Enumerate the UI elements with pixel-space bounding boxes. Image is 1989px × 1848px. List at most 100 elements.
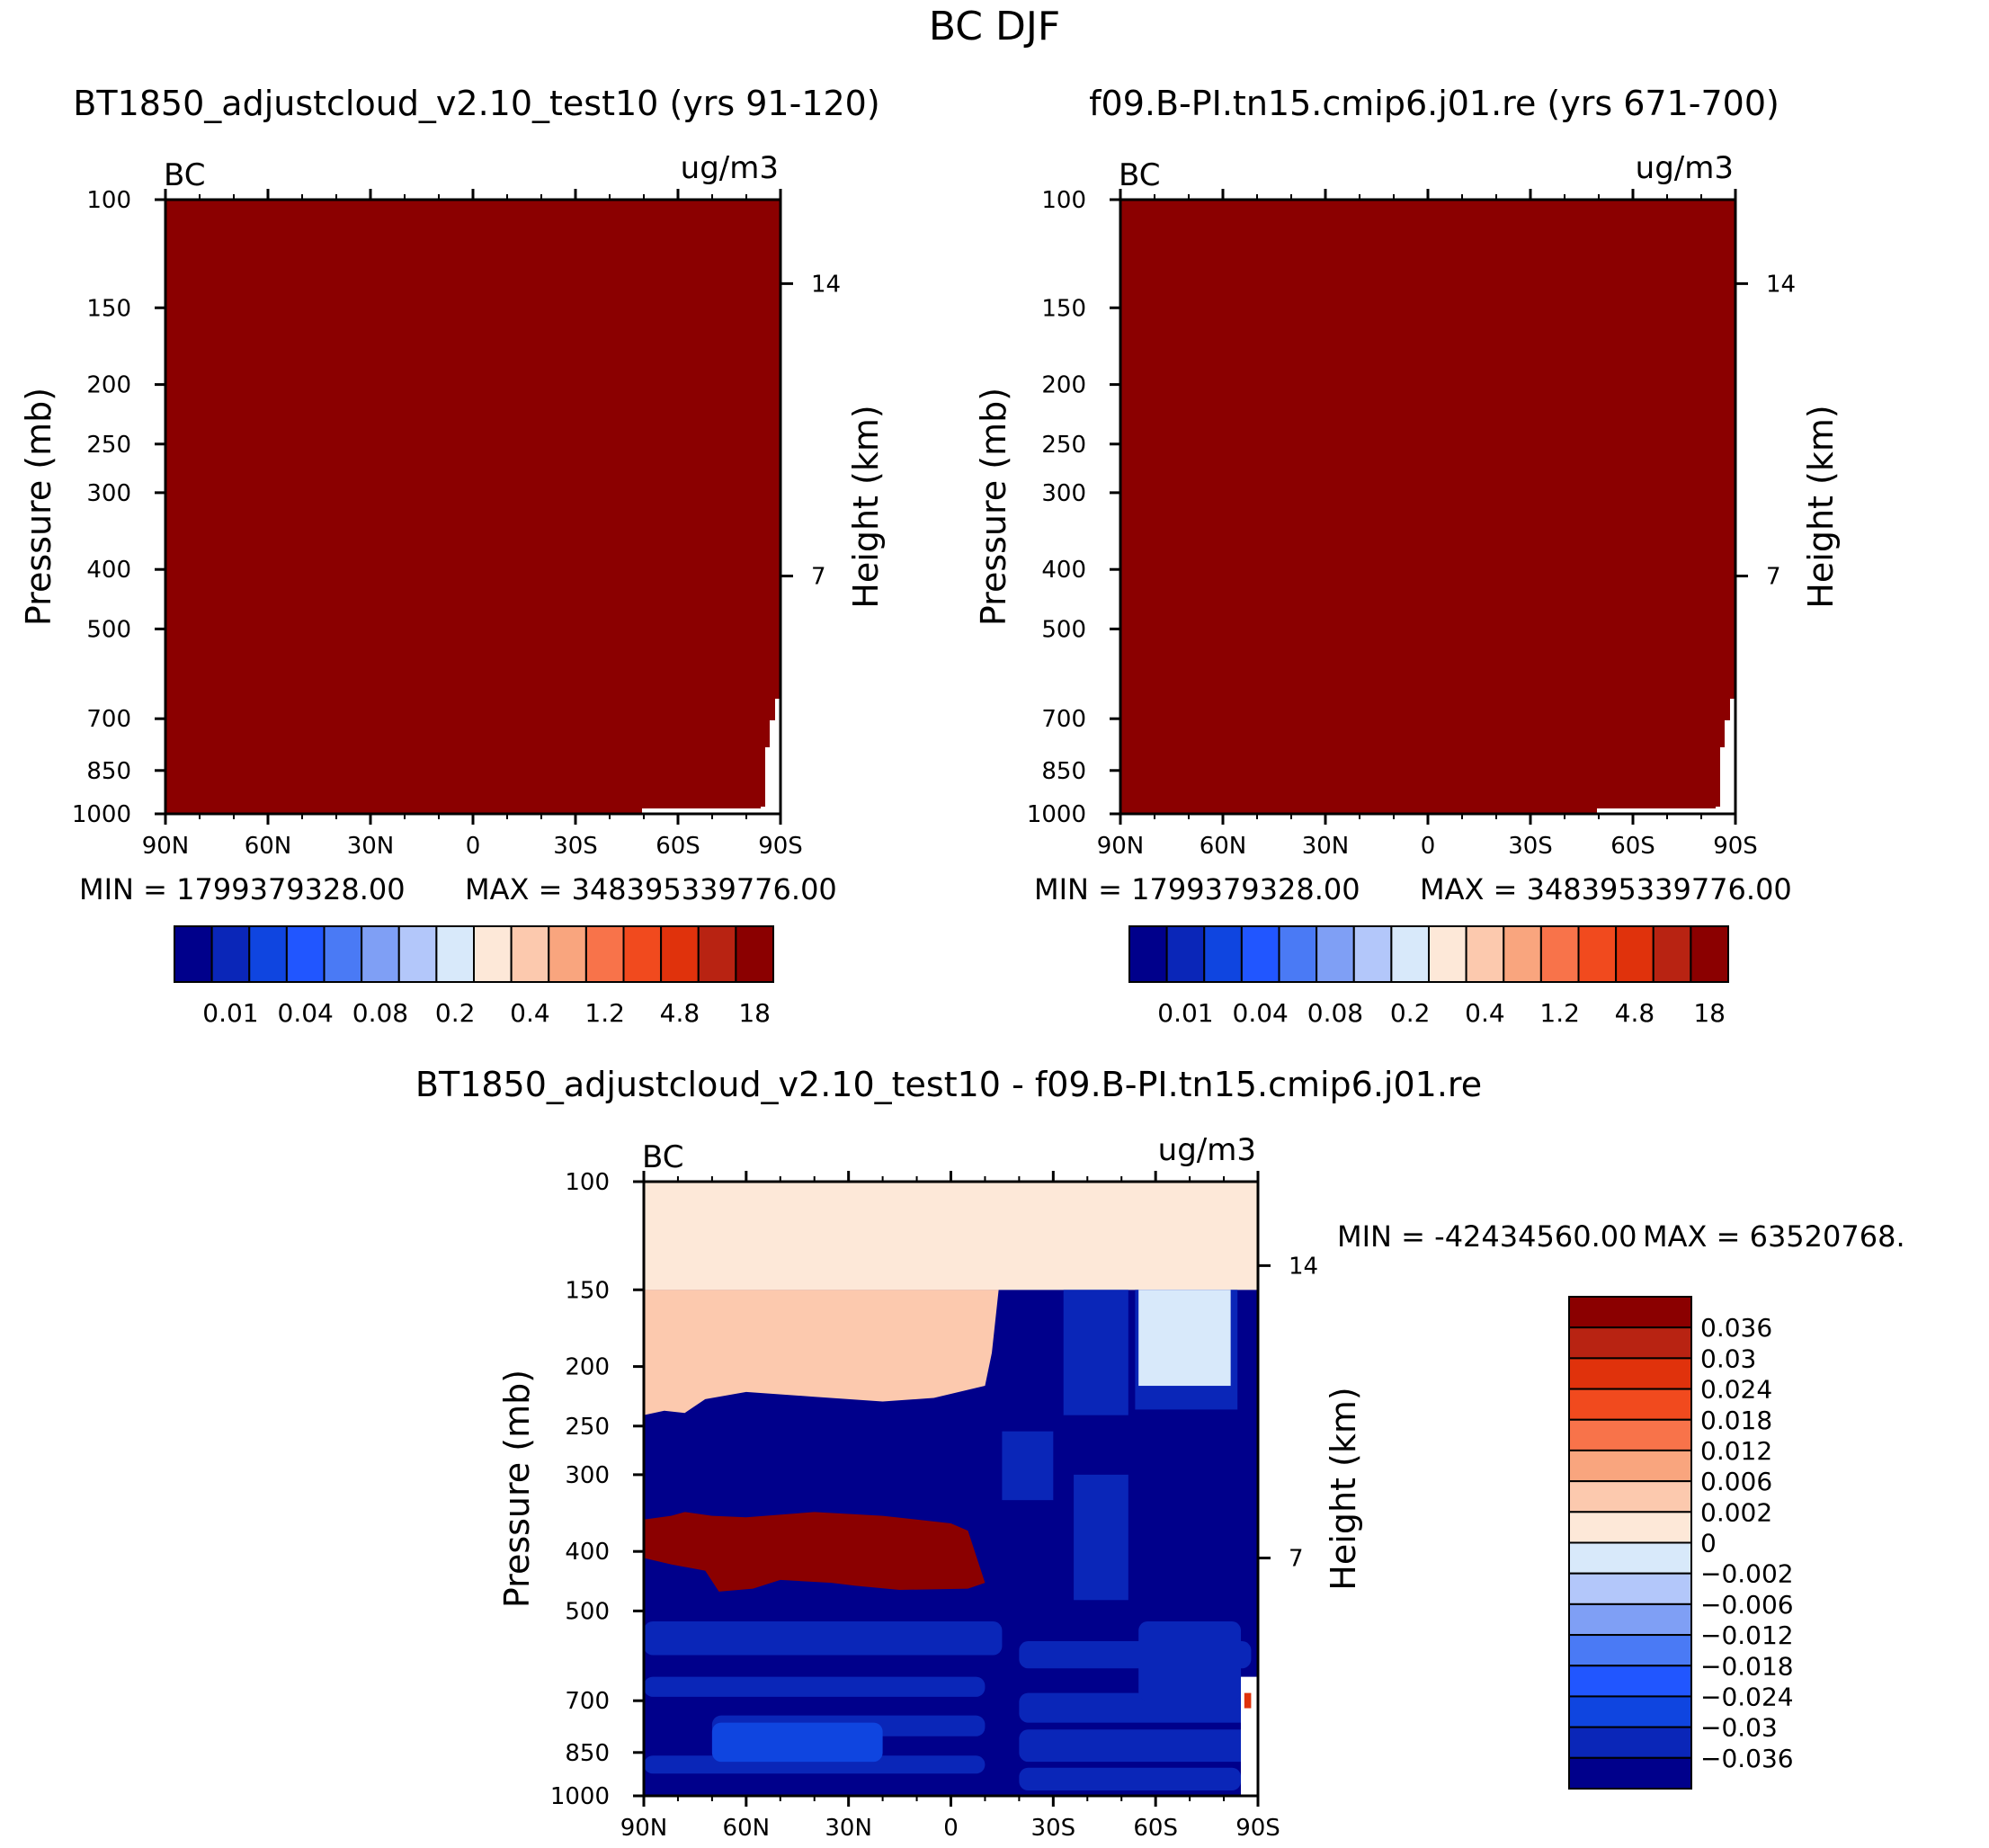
- difference-negative-region: [1138, 1621, 1242, 1701]
- x-tick-label: 30S: [1031, 1815, 1076, 1842]
- y-tick-label: 850: [86, 758, 131, 785]
- y-tick-label: 100: [86, 187, 131, 214]
- y-tick-label: 700: [86, 706, 131, 733]
- colorbar-label: −0.036: [1700, 1744, 1794, 1773]
- x-tick-label: 60N: [723, 1815, 771, 1842]
- colorbar-box: [1278, 925, 1318, 983]
- difference-negative-region: [1002, 1431, 1054, 1501]
- colorbar-label: 0.2: [1390, 998, 1431, 1028]
- y-tick-label: 300: [1041, 480, 1086, 507]
- max-label: MAX = 348395339776.00: [465, 872, 837, 906]
- colorbar-box: [1390, 925, 1430, 983]
- panel-title: BT1850_adjustcloud_v2.10_test10 (yrs 91-…: [73, 84, 879, 123]
- colorbar-label: 18: [1693, 998, 1726, 1028]
- colorbar-label: 0.01: [202, 998, 258, 1028]
- y-tick-label: 100: [565, 1169, 610, 1196]
- colorbar-label: 0.024: [1700, 1375, 1772, 1405]
- colorbar-label: 4.8: [660, 998, 700, 1028]
- colorbar-box: [735, 925, 774, 983]
- colorbar-label: 0.01: [1157, 998, 1213, 1028]
- y-tick-label: 200: [565, 1354, 610, 1381]
- colorbar-box: [1568, 1326, 1692, 1360]
- difference-negative-region: [1074, 1474, 1128, 1601]
- colorbar-box: [1352, 925, 1393, 983]
- x-tick-label: 60N: [245, 833, 292, 860]
- colorbar-label: −0.018: [1700, 1651, 1794, 1681]
- y-tick-label: 150: [1041, 295, 1086, 322]
- y2-tick-label: 7: [1766, 564, 1781, 591]
- colorbar-label: 1.2: [1539, 998, 1580, 1028]
- x-tick-label: 60S: [656, 833, 700, 860]
- y2-axis-title: Height (km): [1801, 405, 1841, 608]
- y-tick-label: 850: [1041, 758, 1086, 785]
- difference-positive-region: [644, 1290, 999, 1415]
- colorbar-box: [1577, 925, 1618, 983]
- colorbar-box: [510, 925, 550, 983]
- min-label: MIN = 1799379328.00: [79, 872, 406, 906]
- x-tick-label: 90S: [1713, 833, 1758, 860]
- colorbar-label: 0.002: [1700, 1497, 1772, 1527]
- colorbar-label: 0.4: [510, 998, 550, 1028]
- colorbar-box: [1568, 1756, 1692, 1790]
- colorbar-label: 0.4: [1465, 998, 1505, 1028]
- colorbar-label: 0.08: [352, 998, 408, 1028]
- panel-3: BT1850_adjustcloud_v2.10_test10 - f09.B-…: [415, 1065, 1905, 1842]
- y-tick-label: 500: [1041, 616, 1086, 643]
- y-tick-label: 1000: [1027, 801, 1086, 828]
- colorbar-box: [697, 925, 737, 983]
- colorbar-box: [1568, 1418, 1692, 1451]
- colorbar-box: [1203, 925, 1243, 983]
- y2-axis-title: Height (km): [846, 405, 886, 608]
- colorbar-box: [1128, 925, 1168, 983]
- colorbar-box: [323, 925, 363, 983]
- y-axis-title: Pressure (mb): [19, 388, 58, 626]
- y-tick-label: 400: [86, 557, 131, 584]
- colorbar-label: 0: [1700, 1529, 1717, 1558]
- colorbar-label: −0.002: [1700, 1559, 1794, 1589]
- y2-axis-title: Height (km): [1324, 1387, 1363, 1590]
- max-label: MAX = 63520768.: [1643, 1219, 1905, 1254]
- units-label: ug/m3: [1636, 150, 1734, 186]
- x-tick-label: 60S: [1133, 1815, 1178, 1842]
- colorbar-box: [1568, 1449, 1692, 1483]
- colorbar-box: [1539, 925, 1580, 983]
- difference-negative-region: [644, 1676, 986, 1697]
- colorbar-box: [1568, 1357, 1692, 1390]
- colorbar-box: [1240, 925, 1280, 983]
- y-tick-label: 250: [1041, 432, 1086, 459]
- colorbar-box: [1165, 925, 1206, 983]
- y-tick-label: 250: [565, 1414, 610, 1441]
- difference-negative-region: [711, 1722, 883, 1763]
- y2-tick-label: 14: [811, 271, 841, 298]
- colorbar-label: 0.2: [435, 998, 476, 1028]
- colorbar-box: [210, 925, 251, 983]
- colorbar-box: [584, 925, 625, 983]
- colorbar-box: [361, 925, 400, 983]
- colorbar-box: [1465, 925, 1505, 983]
- colorbar-box: [1568, 1541, 1692, 1575]
- colorbar-label: 0.08: [1307, 998, 1363, 1028]
- min-label: MIN = 1799379328.00: [1034, 872, 1360, 906]
- x-tick-label: 90N: [620, 1815, 668, 1842]
- variable-label: BC: [164, 157, 205, 193]
- panel-1: BT1850_adjustcloud_v2.10_test10 (yrs 91-…: [19, 84, 886, 1028]
- x-tick-label: 0: [466, 833, 481, 860]
- x-tick-label: 60S: [1610, 833, 1655, 860]
- colorbar-box: [473, 925, 513, 983]
- x-tick-label: 60N: [1200, 833, 1247, 860]
- colorbar-box: [660, 925, 700, 983]
- y-axis-title: Pressure (mb): [974, 388, 1013, 626]
- bc-concentration-field: [165, 200, 780, 814]
- y2-tick-label: 14: [1289, 1253, 1318, 1280]
- x-tick-label: 90S: [758, 833, 803, 860]
- colorbar-box: [622, 925, 663, 983]
- colorbar-label: 0.03: [1700, 1344, 1756, 1373]
- colorbar-label: −0.006: [1700, 1590, 1794, 1620]
- units-label: ug/m3: [681, 150, 779, 186]
- colorbar-box: [1568, 1602, 1692, 1637]
- colorbar-box: [1568, 1388, 1692, 1421]
- difference-negative-region: [644, 1621, 1003, 1656]
- y2-tick-label: 7: [811, 564, 826, 591]
- colorbar-box: [1568, 1511, 1692, 1544]
